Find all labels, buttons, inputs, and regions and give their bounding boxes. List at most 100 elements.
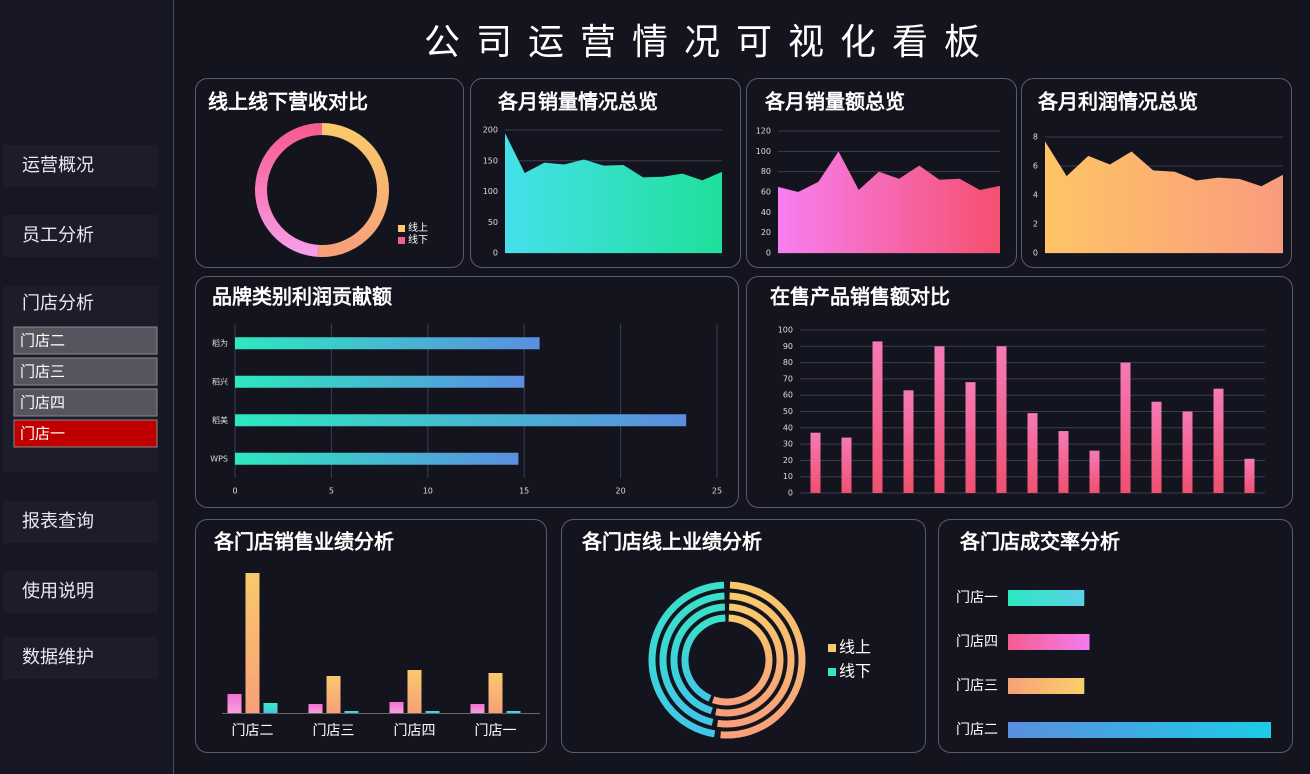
panel — [1021, 78, 1292, 268]
panel — [561, 519, 926, 753]
nav-item[interactable]: 数据维护 — [22, 647, 94, 668]
nav-item[interactable]: 门店分析 — [22, 293, 94, 314]
y-tick-label: 70 — [783, 374, 793, 383]
y-tick-label: 20 — [783, 456, 793, 465]
y-tick-label: 门店二 — [956, 722, 998, 738]
bar — [227, 694, 242, 713]
bar — [1008, 722, 1271, 738]
area — [505, 133, 722, 253]
nav-item-bg[interactable] — [3, 215, 158, 257]
y-tick-label: 80 — [783, 358, 793, 367]
y-tick-label: 0 — [766, 249, 771, 258]
y-tick-label: 50 — [488, 218, 498, 227]
y-tick-label: 60 — [783, 391, 793, 400]
nav-item-bg[interactable] — [3, 501, 158, 543]
panel-title: 各月销量情况总览 — [497, 90, 658, 114]
ring-segment — [720, 581, 806, 739]
x-tick-label: 门店三 — [313, 723, 355, 739]
bar — [841, 437, 852, 493]
bar — [810, 432, 821, 493]
submenu-item[interactable]: 门店四 — [20, 394, 65, 412]
bar — [872, 341, 883, 493]
submenu-item[interactable]: 门店三 — [20, 363, 65, 381]
x-tick-label: 门店二 — [232, 723, 274, 739]
legend-swatch — [398, 225, 405, 232]
x-tick-label: 15 — [519, 487, 529, 496]
panel-title: 各月利润情况总览 — [1037, 90, 1198, 114]
y-tick-label: 100 — [756, 147, 771, 156]
bar — [1151, 401, 1162, 493]
panel — [746, 276, 1293, 508]
y-tick-label: 0 — [1033, 249, 1038, 258]
nav-item[interactable]: 使用说明 — [22, 581, 94, 602]
area — [1045, 141, 1283, 253]
bar — [1008, 634, 1090, 650]
submenu-item-bg[interactable] — [13, 419, 158, 448]
bar — [425, 711, 440, 713]
bar — [488, 673, 503, 713]
y-tick-label: 120 — [756, 127, 771, 136]
y-tick-label: 20 — [761, 228, 771, 237]
ring-segment — [681, 614, 726, 702]
submenu-item[interactable]: 门店二 — [20, 332, 65, 350]
y-tick-label: 80 — [761, 167, 771, 176]
y-tick-label: 150 — [483, 156, 498, 165]
y-tick-label: WPS — [210, 454, 228, 463]
ring-segment — [711, 614, 773, 706]
bar — [308, 704, 323, 713]
y-tick-label: 2 — [1033, 220, 1038, 229]
submenu-item[interactable]: 门店一 — [20, 425, 65, 443]
ring-segment — [670, 603, 726, 715]
bar — [235, 337, 540, 350]
y-tick-label: 门店一 — [956, 590, 998, 606]
panel-title: 线上线下营收对比 — [208, 90, 368, 114]
y-tick-label: 稻兴 — [212, 376, 228, 386]
panel — [746, 78, 1017, 268]
bar — [1058, 431, 1069, 493]
bar — [1182, 411, 1193, 493]
y-tick-label: 门店三 — [956, 678, 998, 694]
bar — [1244, 458, 1255, 493]
nav-item[interactable]: 报表查询 — [22, 511, 94, 532]
x-tick-label: 20 — [616, 487, 626, 496]
y-tick-label: 60 — [761, 188, 771, 197]
legend-swatch — [828, 644, 836, 652]
y-tick-label: 40 — [783, 423, 793, 432]
bar — [263, 703, 278, 713]
bar — [996, 346, 1007, 493]
submenu-item-bg[interactable] — [13, 388, 158, 417]
submenu-item-bg[interactable] — [13, 326, 158, 355]
bar — [1213, 388, 1224, 493]
y-tick-label: 10 — [783, 472, 793, 481]
panel — [938, 519, 1293, 753]
y-tick-label: 0 — [788, 489, 793, 498]
submenu-item-bg[interactable] — [13, 357, 158, 386]
donut-segment — [317, 123, 389, 257]
x-tick-label: 25 — [712, 487, 722, 496]
legend-label: 线上 — [839, 638, 871, 657]
bar — [1008, 678, 1085, 694]
bar — [1120, 362, 1131, 493]
ring-segment — [659, 592, 725, 726]
bar — [344, 711, 359, 713]
y-tick-label: 30 — [783, 440, 793, 449]
nav-item-bg[interactable] — [3, 145, 158, 187]
panel — [195, 78, 464, 268]
bar — [245, 573, 260, 713]
y-tick-label: 8 — [1033, 133, 1038, 142]
legend-label: 线下 — [408, 233, 428, 246]
y-tick-label: 100 — [483, 187, 498, 196]
x-tick-label: 10 — [423, 487, 433, 496]
nav-item-bg[interactable] — [3, 571, 158, 613]
nav-item-bg[interactable] — [3, 637, 158, 679]
legend-swatch — [828, 668, 836, 676]
nav-item[interactable]: 员工分析 — [22, 225, 94, 246]
donut-segment — [255, 123, 323, 257]
bar — [903, 390, 914, 493]
nav-item[interactable]: 运营概况 — [22, 155, 94, 176]
bar — [389, 702, 404, 713]
bar — [407, 670, 422, 713]
bar — [1089, 450, 1100, 493]
panel-title: 各门店线上业绩分析 — [581, 530, 762, 554]
panel-title: 各月销量额总览 — [764, 90, 905, 114]
